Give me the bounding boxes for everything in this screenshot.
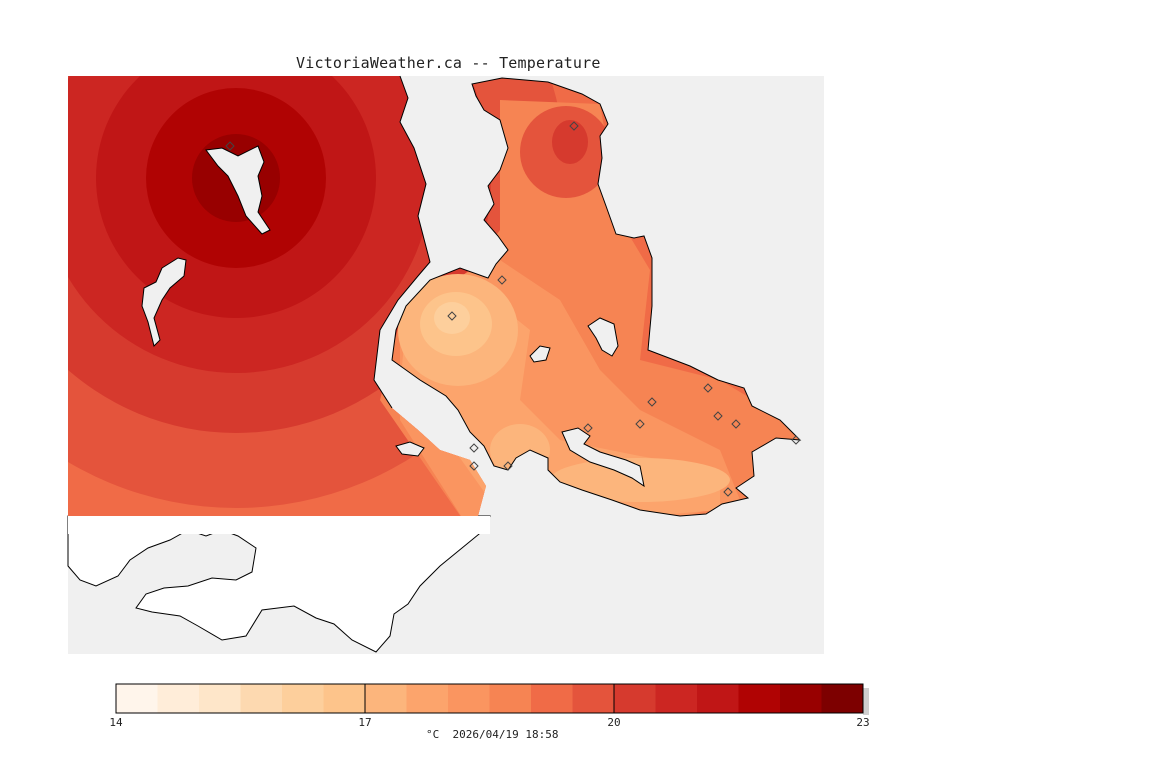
legend-color-swatch bbox=[572, 684, 615, 713]
legend-color-swatch bbox=[116, 684, 158, 713]
timestamp-label: 2026/04/19 18:58 bbox=[452, 728, 559, 741]
station-marker[interactable] bbox=[225, 141, 235, 151]
legend-color-swatch bbox=[655, 684, 698, 713]
harbour bbox=[561, 427, 645, 488]
station-marker[interactable] bbox=[497, 275, 507, 285]
legend-outline bbox=[115, 683, 864, 714]
station-marker[interactable] bbox=[447, 311, 457, 321]
outside-land bbox=[67, 515, 491, 653]
legend-color-swatch bbox=[199, 684, 241, 713]
legend-color-swatch bbox=[531, 684, 573, 713]
legend-tick-label: 20 bbox=[607, 716, 621, 729]
legend-color-swatch bbox=[323, 684, 366, 713]
station-marker[interactable] bbox=[635, 419, 645, 429]
legend-tick-label: 23 bbox=[856, 716, 870, 729]
legend-color-swatch bbox=[697, 684, 739, 713]
legend-color-swatch bbox=[406, 684, 449, 713]
legend-color-swatch bbox=[282, 684, 324, 713]
legend-color-swatch bbox=[365, 684, 407, 713]
station-marker[interactable] bbox=[713, 411, 723, 421]
station-marker[interactable] bbox=[469, 461, 479, 471]
station-marker[interactable] bbox=[583, 423, 593, 433]
lake bbox=[141, 257, 187, 347]
outside-land-strip bbox=[68, 516, 490, 534]
unit-label: °C bbox=[426, 728, 440, 741]
station-markers bbox=[225, 121, 801, 497]
lake bbox=[587, 317, 619, 357]
legend-color-swatch bbox=[157, 684, 200, 713]
lake bbox=[529, 345, 551, 363]
station-marker[interactable] bbox=[469, 443, 479, 453]
legend-color-swatch bbox=[780, 684, 822, 713]
station-marker[interactable] bbox=[569, 121, 579, 131]
coastline-west bbox=[373, 75, 431, 409]
map-title: VictoriaWeather.ca -- Temperature bbox=[296, 54, 601, 72]
station-marker[interactable] bbox=[723, 487, 733, 497]
station-marker[interactable] bbox=[703, 383, 713, 393]
legend-color-swatch bbox=[614, 684, 656, 713]
legend-color-swatch bbox=[489, 684, 532, 713]
station-marker[interactable] bbox=[647, 397, 657, 407]
legend-tick-label: 14 bbox=[109, 716, 123, 729]
station-marker[interactable] bbox=[791, 435, 801, 445]
legend-caption: °C 2026/04/19 18:58 bbox=[426, 728, 558, 741]
station-marker[interactable] bbox=[731, 419, 741, 429]
legend-color-swatch bbox=[448, 684, 490, 713]
lake bbox=[205, 145, 271, 235]
color-legend bbox=[115, 683, 869, 715]
coastline bbox=[391, 77, 802, 517]
legend-color-swatch bbox=[821, 684, 864, 713]
legend-color-swatch bbox=[240, 684, 283, 713]
lake bbox=[395, 441, 425, 457]
legend-color-swatch bbox=[738, 684, 781, 713]
legend-shadow bbox=[863, 688, 869, 715]
legend-tick-label: 17 bbox=[358, 716, 372, 729]
station-marker[interactable] bbox=[503, 461, 513, 471]
